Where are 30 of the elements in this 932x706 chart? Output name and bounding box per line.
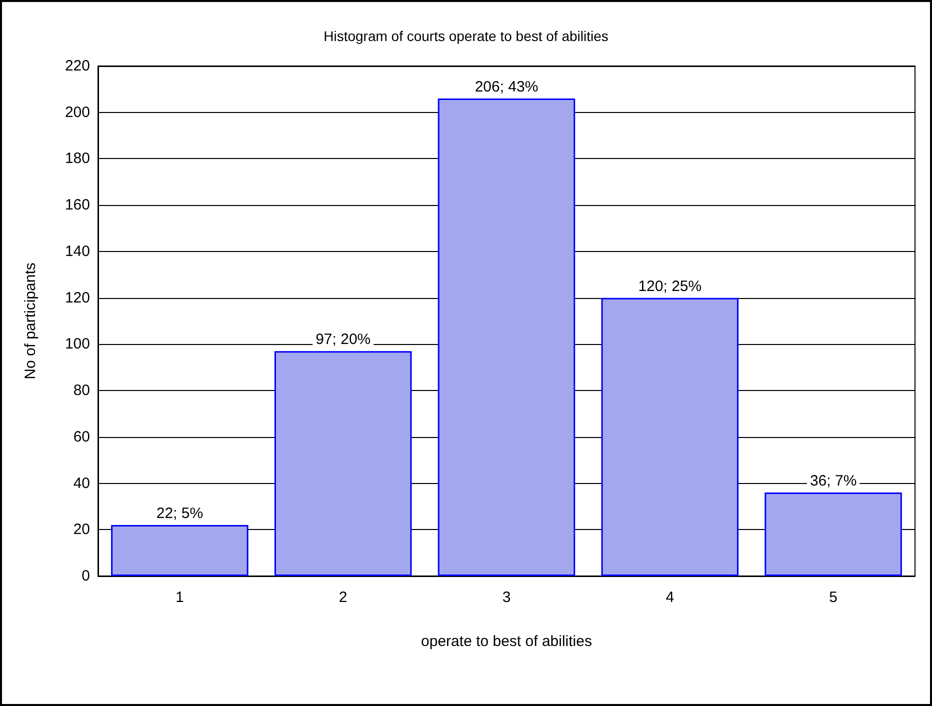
x-tick-label: 4	[666, 589, 674, 606]
y-tick-label: 140	[64, 242, 90, 260]
x-tick-label: 1	[176, 589, 184, 606]
data-label: 22; 5%	[156, 505, 204, 522]
y-tick-label: 80	[73, 382, 90, 400]
bar	[111, 525, 248, 576]
y-tick-label: 0	[82, 568, 90, 584]
y-tick-label: 180	[64, 150, 90, 168]
x-tick-label: 2	[338, 589, 348, 606]
bar	[438, 98, 576, 576]
x-tick-label: 5	[829, 589, 838, 606]
y-tick-label: 20	[73, 521, 90, 538]
bar	[601, 298, 739, 576]
data-label: 36; 7%	[810, 472, 857, 490]
x-tick-label: 3	[502, 589, 511, 606]
y-tick-label: 60	[73, 428, 90, 446]
y-tick-label: 160	[64, 196, 90, 214]
y-tick-label: 40	[73, 474, 90, 492]
y-tick-label: 100	[64, 336, 90, 353]
bar	[764, 492, 902, 576]
y-tick-label: 120	[64, 289, 90, 306]
x-axis-title: operate to best of abilities	[421, 633, 592, 650]
chart-title: Histogram of courts operate to best of abilities	[324, 28, 608, 44]
bar	[274, 351, 412, 576]
data-label: 206; 43%	[474, 78, 538, 96]
y-axis-title: No of participants	[22, 262, 39, 380]
y-tick-label: 220	[64, 58, 90, 74]
data-label: 97; 20%	[316, 331, 371, 348]
data-label: 120; 25%	[638, 278, 702, 295]
y-tick-label: 200	[64, 104, 90, 121]
